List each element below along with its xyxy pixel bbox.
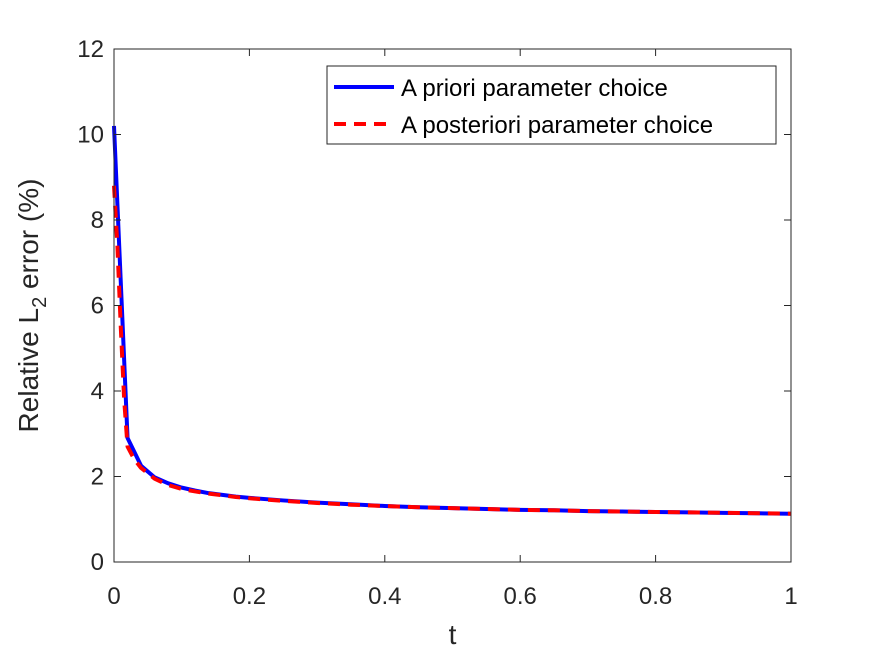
- x-tick-label: 0.2: [233, 583, 266, 610]
- x-axis-ticks: 0 0.2 0.4 0.6 0.8 1: [107, 49, 798, 610]
- x-tick-label: 0.6: [504, 583, 537, 610]
- legend-label-a-posteriori: A posteriori parameter choice: [401, 112, 713, 139]
- x-tick-label: 0.4: [368, 583, 401, 610]
- legend-box: [326, 65, 777, 145]
- y-axis-ticks: 0 2 4 6 8 10 12: [77, 36, 791, 576]
- y-tick-label: 6: [91, 293, 104, 320]
- y-tick-label: 10: [77, 122, 104, 149]
- x-tick-label: 0: [107, 583, 120, 610]
- y-axis-label-suffix: error (%): [13, 179, 44, 297]
- series-layer: [112, 125, 792, 516]
- y-axis-label-prefix: Relative L: [13, 308, 44, 433]
- legend-label-a-priori: A priori parameter choice: [401, 75, 668, 102]
- y-tick-label: 8: [91, 207, 104, 234]
- x-tick-label: 1: [784, 583, 797, 610]
- y-tick-label: 4: [91, 378, 104, 405]
- legend: A priori parameter choice A posteriori p…: [326, 65, 777, 145]
- x-axis-label: t: [449, 619, 457, 650]
- y-axis-label: Relative L2 error (%): [13, 179, 51, 433]
- x-tick-label: 0.8: [639, 583, 672, 610]
- y-tick-label: 0: [91, 549, 104, 576]
- y-axis-label-subscript: 2: [29, 297, 51, 308]
- y-tick-label: 2: [91, 464, 104, 491]
- y-tick-label: 12: [77, 36, 104, 63]
